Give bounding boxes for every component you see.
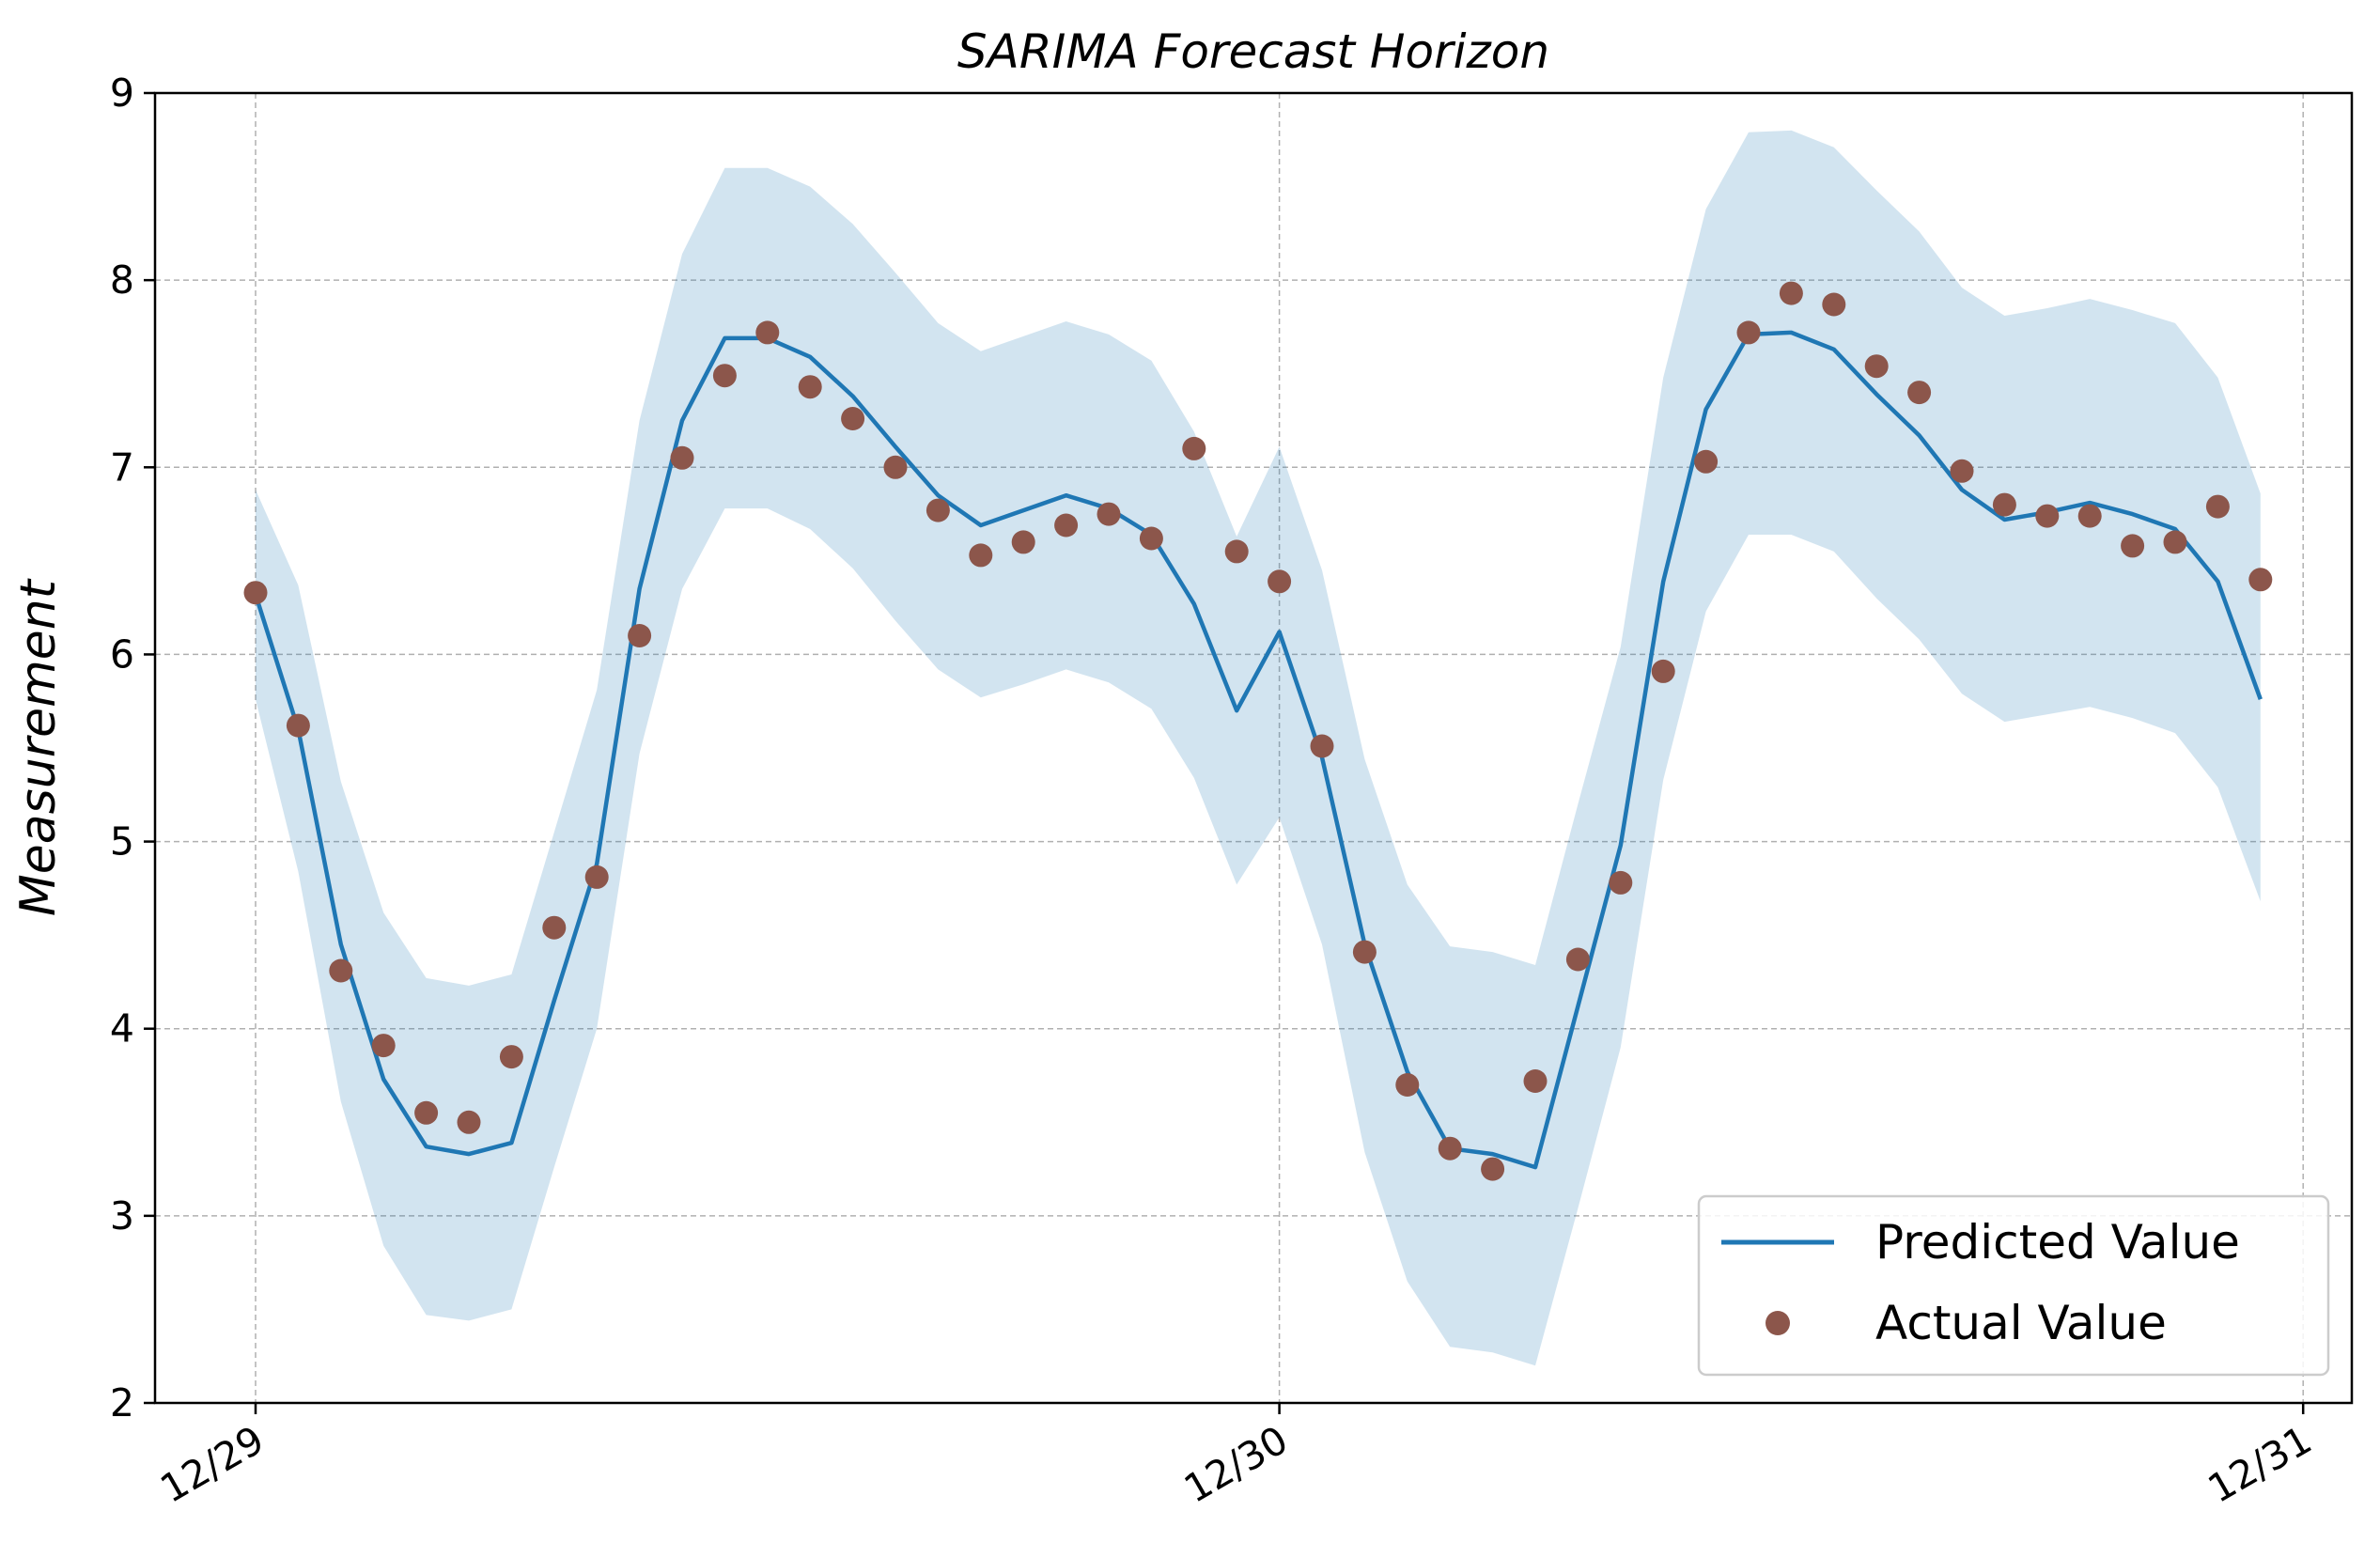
chart-title: SARIMA Forecast Horizon: [957, 24, 1549, 79]
actual-point: [2035, 504, 2060, 528]
actual-point: [1310, 734, 1334, 758]
legend-label-predicted: Predicted Value: [1875, 1215, 2240, 1270]
y-tick-label: 9: [110, 70, 134, 116]
actual-point: [1779, 281, 1803, 305]
predicted-line-layer: [253, 330, 2263, 1170]
actual-point: [1950, 459, 1974, 483]
legend: Predicted Value Actual Value: [1697, 1194, 2330, 1377]
confidence-band: [256, 130, 2261, 1366]
actual-point: [1523, 1069, 1548, 1093]
actual-point: [1224, 539, 1249, 564]
actual-point: [755, 320, 780, 345]
legend-label-actual: Actual Value: [1875, 1296, 2167, 1350]
actual-point: [1736, 320, 1761, 345]
y-tick-label: 5: [110, 819, 134, 865]
predicted-line: [253, 330, 2263, 1170]
actual-point: [1609, 870, 1633, 895]
actual-point: [1992, 492, 2016, 517]
y-tick-label: 7: [110, 444, 134, 490]
actual-point: [1822, 292, 1846, 317]
actual-point: [798, 375, 822, 399]
y-tick-label: 4: [110, 1006, 134, 1052]
confidence-band-layer: [256, 130, 2261, 1366]
actual-points-layer: [243, 281, 2273, 1181]
actual-point: [414, 1100, 439, 1125]
actual-point: [499, 1045, 523, 1069]
actual-point: [670, 445, 694, 470]
actual-point: [2121, 534, 2145, 558]
actual-point: [926, 498, 950, 522]
actual-point: [712, 364, 737, 388]
actual-point: [286, 713, 310, 738]
actual-point: [542, 915, 567, 940]
legend-dot-swatch: [1766, 1311, 1790, 1335]
actual-point: [1481, 1157, 1505, 1181]
actual-point: [628, 624, 652, 647]
actual-point: [243, 581, 268, 605]
actual-point: [1438, 1136, 1462, 1161]
actual-point: [883, 455, 908, 479]
actual-point: [457, 1110, 481, 1134]
actual-point: [1182, 436, 1206, 460]
actual-point: [1907, 381, 1932, 405]
actual-point: [2163, 530, 2187, 554]
actual-point: [371, 1034, 396, 1058]
actual-point: [1395, 1073, 1420, 1097]
actual-point: [1651, 659, 1675, 683]
actual-point: [2205, 494, 2230, 519]
actual-point: [1054, 513, 1079, 538]
plot-frame: [153, 91, 2354, 1405]
actual-point: [1139, 526, 1163, 551]
actual-point: [1565, 947, 1590, 972]
grid-layer: [155, 93, 2352, 1403]
legend-box: [1697, 1194, 2330, 1377]
y-tick-label: 2: [110, 1380, 134, 1426]
actual-point: [584, 865, 609, 889]
y-tick-label: 3: [110, 1193, 134, 1239]
actual-point: [2248, 568, 2273, 592]
y-tick-label: 8: [110, 257, 134, 303]
y-axis-label: Measurement: [10, 578, 67, 916]
actual-point: [1011, 530, 1035, 554]
actual-point: [1694, 449, 1719, 474]
y-tick-label: 6: [110, 631, 134, 677]
actual-point: [2077, 504, 2102, 528]
actual-point: [1352, 940, 1377, 964]
actual-point: [329, 958, 353, 983]
actual-point: [1097, 502, 1121, 526]
actual-point: [969, 543, 993, 568]
actual-point: [1268, 569, 1292, 594]
actual-point: [841, 407, 865, 430]
actual-point: [1864, 354, 1889, 379]
